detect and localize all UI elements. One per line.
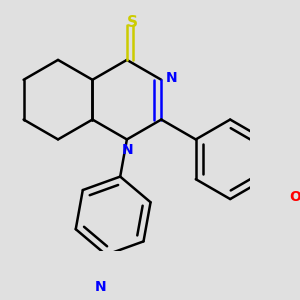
Text: N: N bbox=[122, 142, 133, 157]
Text: O: O bbox=[290, 190, 300, 204]
Text: N: N bbox=[94, 280, 106, 294]
Text: N: N bbox=[166, 71, 178, 85]
Text: S: S bbox=[127, 15, 138, 30]
